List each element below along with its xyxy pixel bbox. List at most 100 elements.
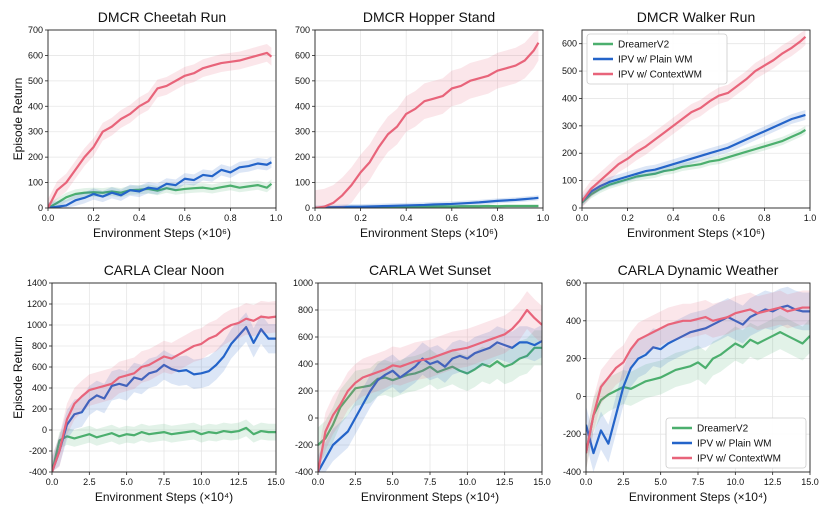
x-tick-label: 0.0: [312, 477, 325, 487]
y-tick-label: 1200: [27, 299, 47, 309]
x-tick-label: 10.0: [459, 477, 477, 487]
y-tick-label: 200: [32, 404, 47, 414]
x-axis-label: Environment Steps (×10⁴): [629, 490, 767, 504]
chart-panel-3: 0 100 200 300 400 500 600 0.0 0.2 0.4 0.6 0.8 1.0 DMC…: [562, 9, 816, 240]
y-tick-label: -200: [563, 429, 581, 439]
plot-area: [315, 30, 540, 208]
plot-area: [318, 291, 542, 472]
y-tick-label: 600: [28, 50, 43, 60]
x-axis-label: Environment Steps (×10⁶): [93, 226, 231, 240]
plot-frame: [581, 29, 811, 209]
x-tick-label: 1.0: [270, 213, 283, 223]
y-tick-label: -200: [295, 440, 313, 450]
y-tick-label: 200: [295, 152, 310, 162]
legend-box: [586, 33, 728, 85]
y-tick-label: 800: [32, 341, 47, 351]
plot-frame: [47, 29, 277, 209]
x-axis-label: Environment Steps (×10⁶): [360, 226, 498, 240]
x-tick-label: 1.0: [804, 213, 817, 223]
x-tick-label: 7.5: [158, 477, 171, 487]
y-tick-label: 1000: [27, 320, 47, 330]
series-band-2: [52, 312, 276, 472]
x-tick-label: 0.8: [224, 213, 237, 223]
y-tick-label: 1400: [27, 278, 47, 288]
y-tick-label: 0: [576, 391, 581, 401]
series-line-2: [582, 113, 806, 202]
legend: DreamerV2 IPV w/ Plain WM IPV w/ ContextWM: [586, 33, 728, 85]
series-line-3: [582, 36, 807, 202]
series-line-2: [318, 340, 542, 472]
x-tick-label: 15.0: [533, 477, 551, 487]
series-line-2: [586, 304, 810, 455]
y-tick-label: 100: [295, 178, 310, 188]
x-tick-label: 5.0: [654, 477, 667, 487]
legend: DreamerV2 IPV w/ Plain WM IPV w/ ContextWM: [665, 417, 807, 469]
y-tick-label: 200: [566, 354, 581, 364]
y-tick-label: 500: [295, 76, 310, 86]
y-tick-label: 0: [572, 203, 577, 213]
y-tick-label: -400: [29, 467, 47, 477]
series-band-3: [318, 291, 542, 472]
y-tick-label: 700: [28, 25, 43, 35]
x-tick-label: 10.0: [193, 477, 211, 487]
x-tick-label: 0.6: [713, 213, 726, 223]
x-tick-label: 0.2: [621, 213, 634, 223]
x-tick-label: 0.0: [576, 213, 589, 223]
series-line-1: [318, 346, 542, 446]
y-tick-label: 600: [566, 278, 581, 288]
chart-panel-5: -400 -200 0 200 400 600 800 1000 0.0 2.5 5.0 7.5 10.…: [293, 262, 551, 504]
x-axis-label: Environment Steps (×10⁴): [361, 490, 499, 504]
series-line-2: [52, 326, 276, 472]
chart-panel-4: -400 -200 0 200 400 600 800 1000 1200 1400 0.0 2.5 5…: [11, 262, 285, 504]
series-line-3: [315, 42, 540, 208]
chart-panel-2: 0 100 200 300 400 500 600 700 0.0 0.2 0.4 0.6 0.8 1.0…: [295, 9, 549, 240]
series-band-1: [318, 330, 542, 463]
y-tick-label: -400: [295, 467, 313, 477]
x-tick-label: 0.8: [491, 213, 504, 223]
chart-panel-6: -400 -200 0 200 400 600 0.0 2.5 5.0 7.5 10.0 12.5 15…: [563, 262, 819, 504]
y-tick-label: 400: [32, 383, 47, 393]
series-band-3: [315, 30, 539, 208]
x-tick-label: 2.5: [83, 477, 96, 487]
legend-entry-2: IPV w/ Plain WM: [618, 55, 692, 66]
chart-title: CARLA Wet Sunset: [369, 262, 491, 278]
x-tick-label: 12.5: [496, 477, 514, 487]
y-tick-label: -400: [563, 467, 581, 477]
series-band-1: [586, 315, 810, 471]
y-axis-label: Episode Return: [11, 78, 25, 161]
x-tick-label: 1.0: [537, 213, 550, 223]
y-tick-label: 400: [295, 101, 310, 111]
series-line-3: [318, 308, 542, 472]
chart-panel-1: 0 100 200 300 400 500 600 700 0.0 0.2 0.4 0.6 0.8 1.0…: [11, 9, 282, 240]
x-tick-label: 15.0: [801, 477, 819, 487]
legend-entry-1: DreamerV2: [618, 40, 670, 51]
legend-entry-3: IPV w/ ContextWM: [618, 70, 702, 81]
plot-frame: [314, 29, 544, 209]
x-tick-label: 5.0: [386, 477, 399, 487]
y-tick-label: 0: [305, 203, 310, 213]
series-band-3: [48, 43, 272, 208]
chart-title: CARLA Dynamic Weather: [618, 262, 779, 278]
chart-title: DMCR Hopper Stand: [363, 9, 495, 25]
chart-title: CARLA Clear Noon: [104, 262, 225, 278]
x-tick-label: 0.2: [87, 213, 100, 223]
y-tick-label: 100: [562, 176, 577, 186]
y-tick-label: 300: [28, 127, 43, 137]
series-band-3: [582, 30, 806, 208]
x-tick-label: 10.0: [727, 477, 745, 487]
plot-area: [582, 30, 807, 208]
y-tick-label: 800: [298, 305, 313, 315]
series-band-2: [586, 286, 810, 472]
series-band-2: [318, 324, 542, 472]
series-band-3: [586, 290, 810, 471]
y-tick-label: 400: [566, 316, 581, 326]
y-tick-label: 400: [28, 101, 43, 111]
chart-title: DMCR Cheetah Run: [98, 9, 226, 25]
series-line-1: [52, 426, 276, 472]
y-tick-label: 100: [28, 178, 43, 188]
x-tick-label: 0.4: [667, 213, 680, 223]
series-line-1: [48, 182, 273, 208]
x-tick-label: 5.0: [120, 477, 133, 487]
y-tick-label: 400: [298, 359, 313, 369]
